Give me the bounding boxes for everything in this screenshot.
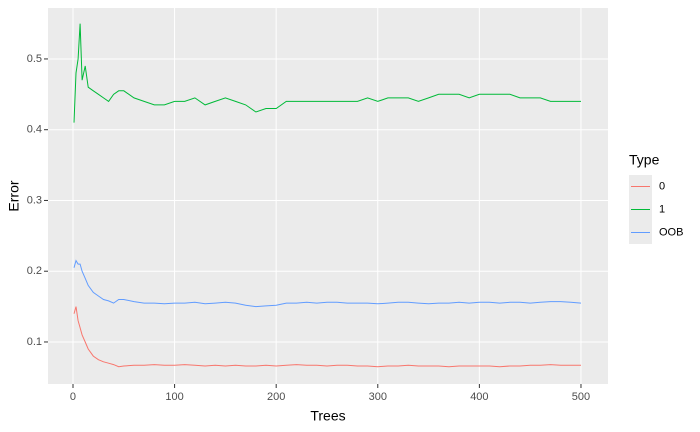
legend-label: OOB [659,226,683,238]
x-axis-title: Trees [310,408,345,424]
legend-label: 0 [659,180,665,192]
legend-title: Type [629,152,660,168]
x-tick-label: 100 [165,391,183,403]
lines [73,23,582,368]
x-tick-label: 200 [267,391,285,403]
y-tick-label: 0.3 [27,194,42,206]
legend: 0 1 OOB [629,175,683,244]
series-line [73,259,582,308]
y-tick-label: 0.1 [27,336,42,348]
panel [48,8,608,384]
x-tick-label: 300 [369,391,387,403]
y-tick-label: 0.4 [27,124,42,136]
series-line [73,23,581,123]
y-tick-label: 0.5 [27,53,42,65]
x-tick-label: 0 [70,391,76,403]
y-tick-label: 0.2 [27,265,42,277]
x-tick-label: 400 [470,391,488,403]
series-line [73,306,581,368]
legend-label: 1 [659,203,665,215]
grid [48,8,608,384]
x-tick-label: 500 [572,391,590,403]
y-axis-title: Error [6,180,22,211]
